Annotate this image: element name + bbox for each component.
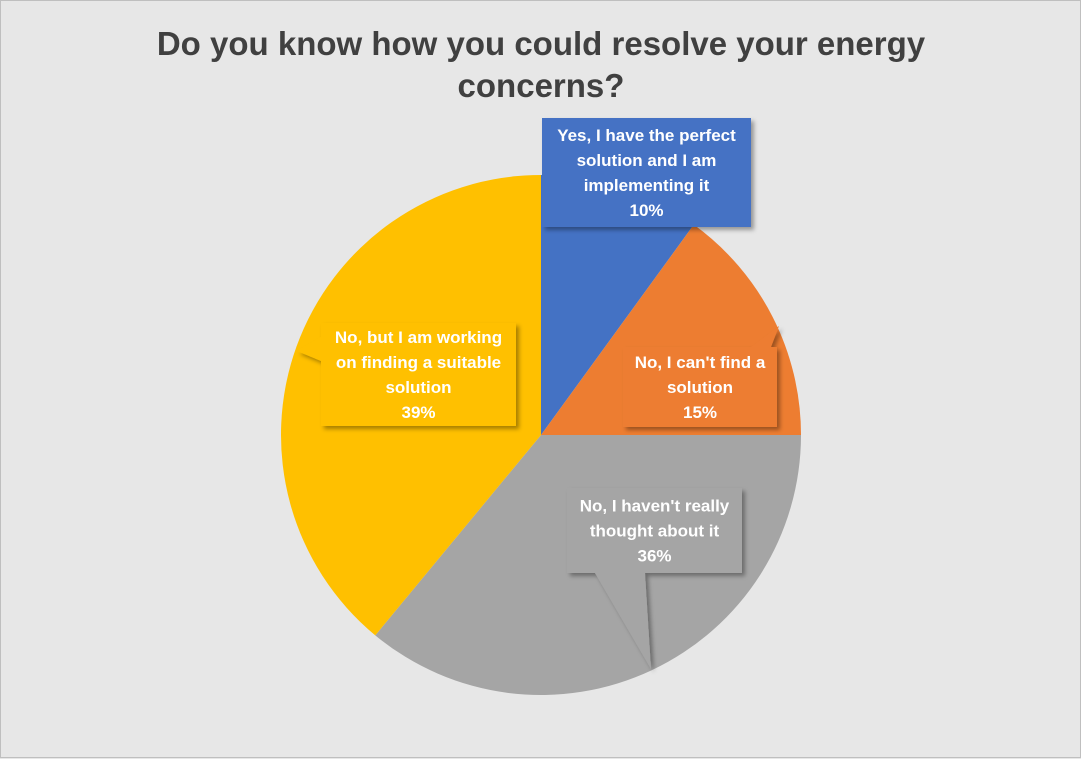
data-label-2: No, I can't find a solution 15% [623, 326, 779, 427]
data-label-text: No, I can't find a [635, 353, 766, 372]
data-label-text: implementing it [584, 176, 710, 195]
data-labels: Yes, I have the perfect solution and I am… [297, 118, 779, 669]
pie-slice-1 [541, 175, 694, 435]
data-label-text: on finding a suitable [336, 353, 501, 372]
data-label-text: Yes, I have the perfect [557, 126, 736, 145]
data-label-text: solution [385, 378, 451, 397]
data-label-text: solution [667, 378, 733, 397]
data-label-text: No, but I am working [335, 328, 502, 347]
data-label-value: 36% [637, 547, 671, 566]
data-label-box-2 [623, 326, 779, 427]
pie-slices [281, 174, 801, 695]
data-label-box-3 [567, 488, 742, 669]
data-label-text: thought about it [590, 522, 720, 541]
data-label-value: 15% [683, 403, 717, 422]
data-label-3: No, I haven't really thought about it 36% [567, 488, 742, 669]
data-label-value: 10% [629, 201, 663, 220]
chart-title: Do you know how you could resolve your e… [156, 25, 926, 104]
data-label-text: No, I haven't really [580, 497, 730, 516]
data-label-box-4 [297, 323, 516, 426]
data-label-value: 39% [401, 403, 435, 422]
data-label-1: Yes, I have the perfect solution and I am… [542, 118, 751, 227]
data-label-box-1 [542, 118, 751, 227]
data-label-4: No, but I am working on finding a suitabl… [297, 323, 516, 426]
data-label-text: solution and I am [577, 151, 717, 170]
